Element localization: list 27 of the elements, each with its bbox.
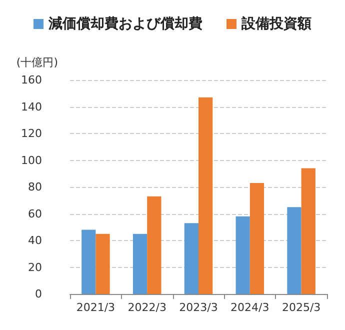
bar [82,230,96,294]
y-tick-label: 140 [21,100,42,114]
y-axis-title: (十億円) [16,56,58,69]
bar [132,234,148,294]
legend-label: 設備投資額 [240,15,312,32]
x-tick-label: 2024/3 [230,301,270,314]
y-tick-label: 100 [21,154,42,167]
bar [198,97,213,294]
x-tick-label: 2022/3 [128,301,166,314]
x-tick-label: 2025/3 [282,301,321,314]
legend-label: 減価償却費および償却費 [48,16,202,32]
y-tick-label: 0 [35,288,42,300]
x-tick-label: 2021/3 [76,301,116,314]
bar [184,223,198,294]
bar [301,168,316,294]
y-tick-label: 80 [28,180,42,194]
y-tick-label: 120 [21,127,42,140]
x-tick-label: 2023/3 [179,301,218,314]
y-tick-label: 160 [21,74,42,86]
bar [147,196,162,294]
y-tick-label: 40 [28,234,42,247]
bar [287,207,302,294]
y-tick-label: 20 [28,260,42,274]
bar [250,182,264,294]
bar [236,216,250,294]
bar [96,234,110,294]
y-tick-label: 60 [28,207,42,220]
